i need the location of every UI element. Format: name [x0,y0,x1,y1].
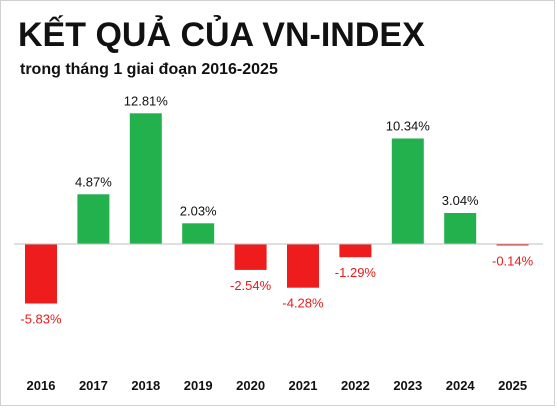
value-labels-group: -5.83% 4.87% 12.81% 2.03% -2.54% -4.28% -1.29%… [20,93,533,326]
bar-2023 [391,138,424,244]
value-label-2017: 4.87% [75,174,112,189]
bar-2018 [129,113,162,244]
bar-2019 [182,223,215,244]
value-label-2020: -2.54% [230,278,272,293]
bars-group [25,113,529,304]
category-label-2023: 2023 [393,378,422,393]
category-label-2025: 2025 [498,378,527,393]
value-label-2018: 12.81% [124,93,169,108]
value-label-2022: -1.29% [335,265,377,280]
bar-2025 [496,244,529,246]
category-label-2019: 2019 [184,378,213,393]
category-label-2020: 2020 [236,378,265,393]
bar-2020 [234,244,267,270]
value-label-2019: 2.03% [180,203,217,218]
chart-title: KẾT QUẢ CỦA VN-INDEX [18,16,425,54]
category-label-2024: 2024 [446,378,476,393]
chart-subtitle: trong tháng 1 giai đoạn 2016-2025 [20,61,278,78]
value-label-2025: -0.14% [492,254,534,269]
category-label-2021: 2021 [289,378,318,393]
category-label-2018: 2018 [131,378,160,393]
bar-2016 [25,244,57,304]
value-label-2021: -4.28% [282,296,324,311]
value-label-2024: 3.04% [442,193,479,208]
bar-2021 [287,244,319,288]
bar-2024 [444,213,477,244]
value-label-2023: 10.34% [386,119,431,134]
category-label-2017: 2017 [79,378,108,393]
bar-2017 [77,194,110,244]
value-label-2016: -5.83% [20,311,62,326]
category-labels-group: 2016 2017 2018 2019 2020 2021 2022 2023 2024 2025 [27,378,528,393]
bar-2022 [339,244,372,258]
category-label-2016: 2016 [27,378,56,393]
category-label-2022: 2022 [341,378,370,393]
